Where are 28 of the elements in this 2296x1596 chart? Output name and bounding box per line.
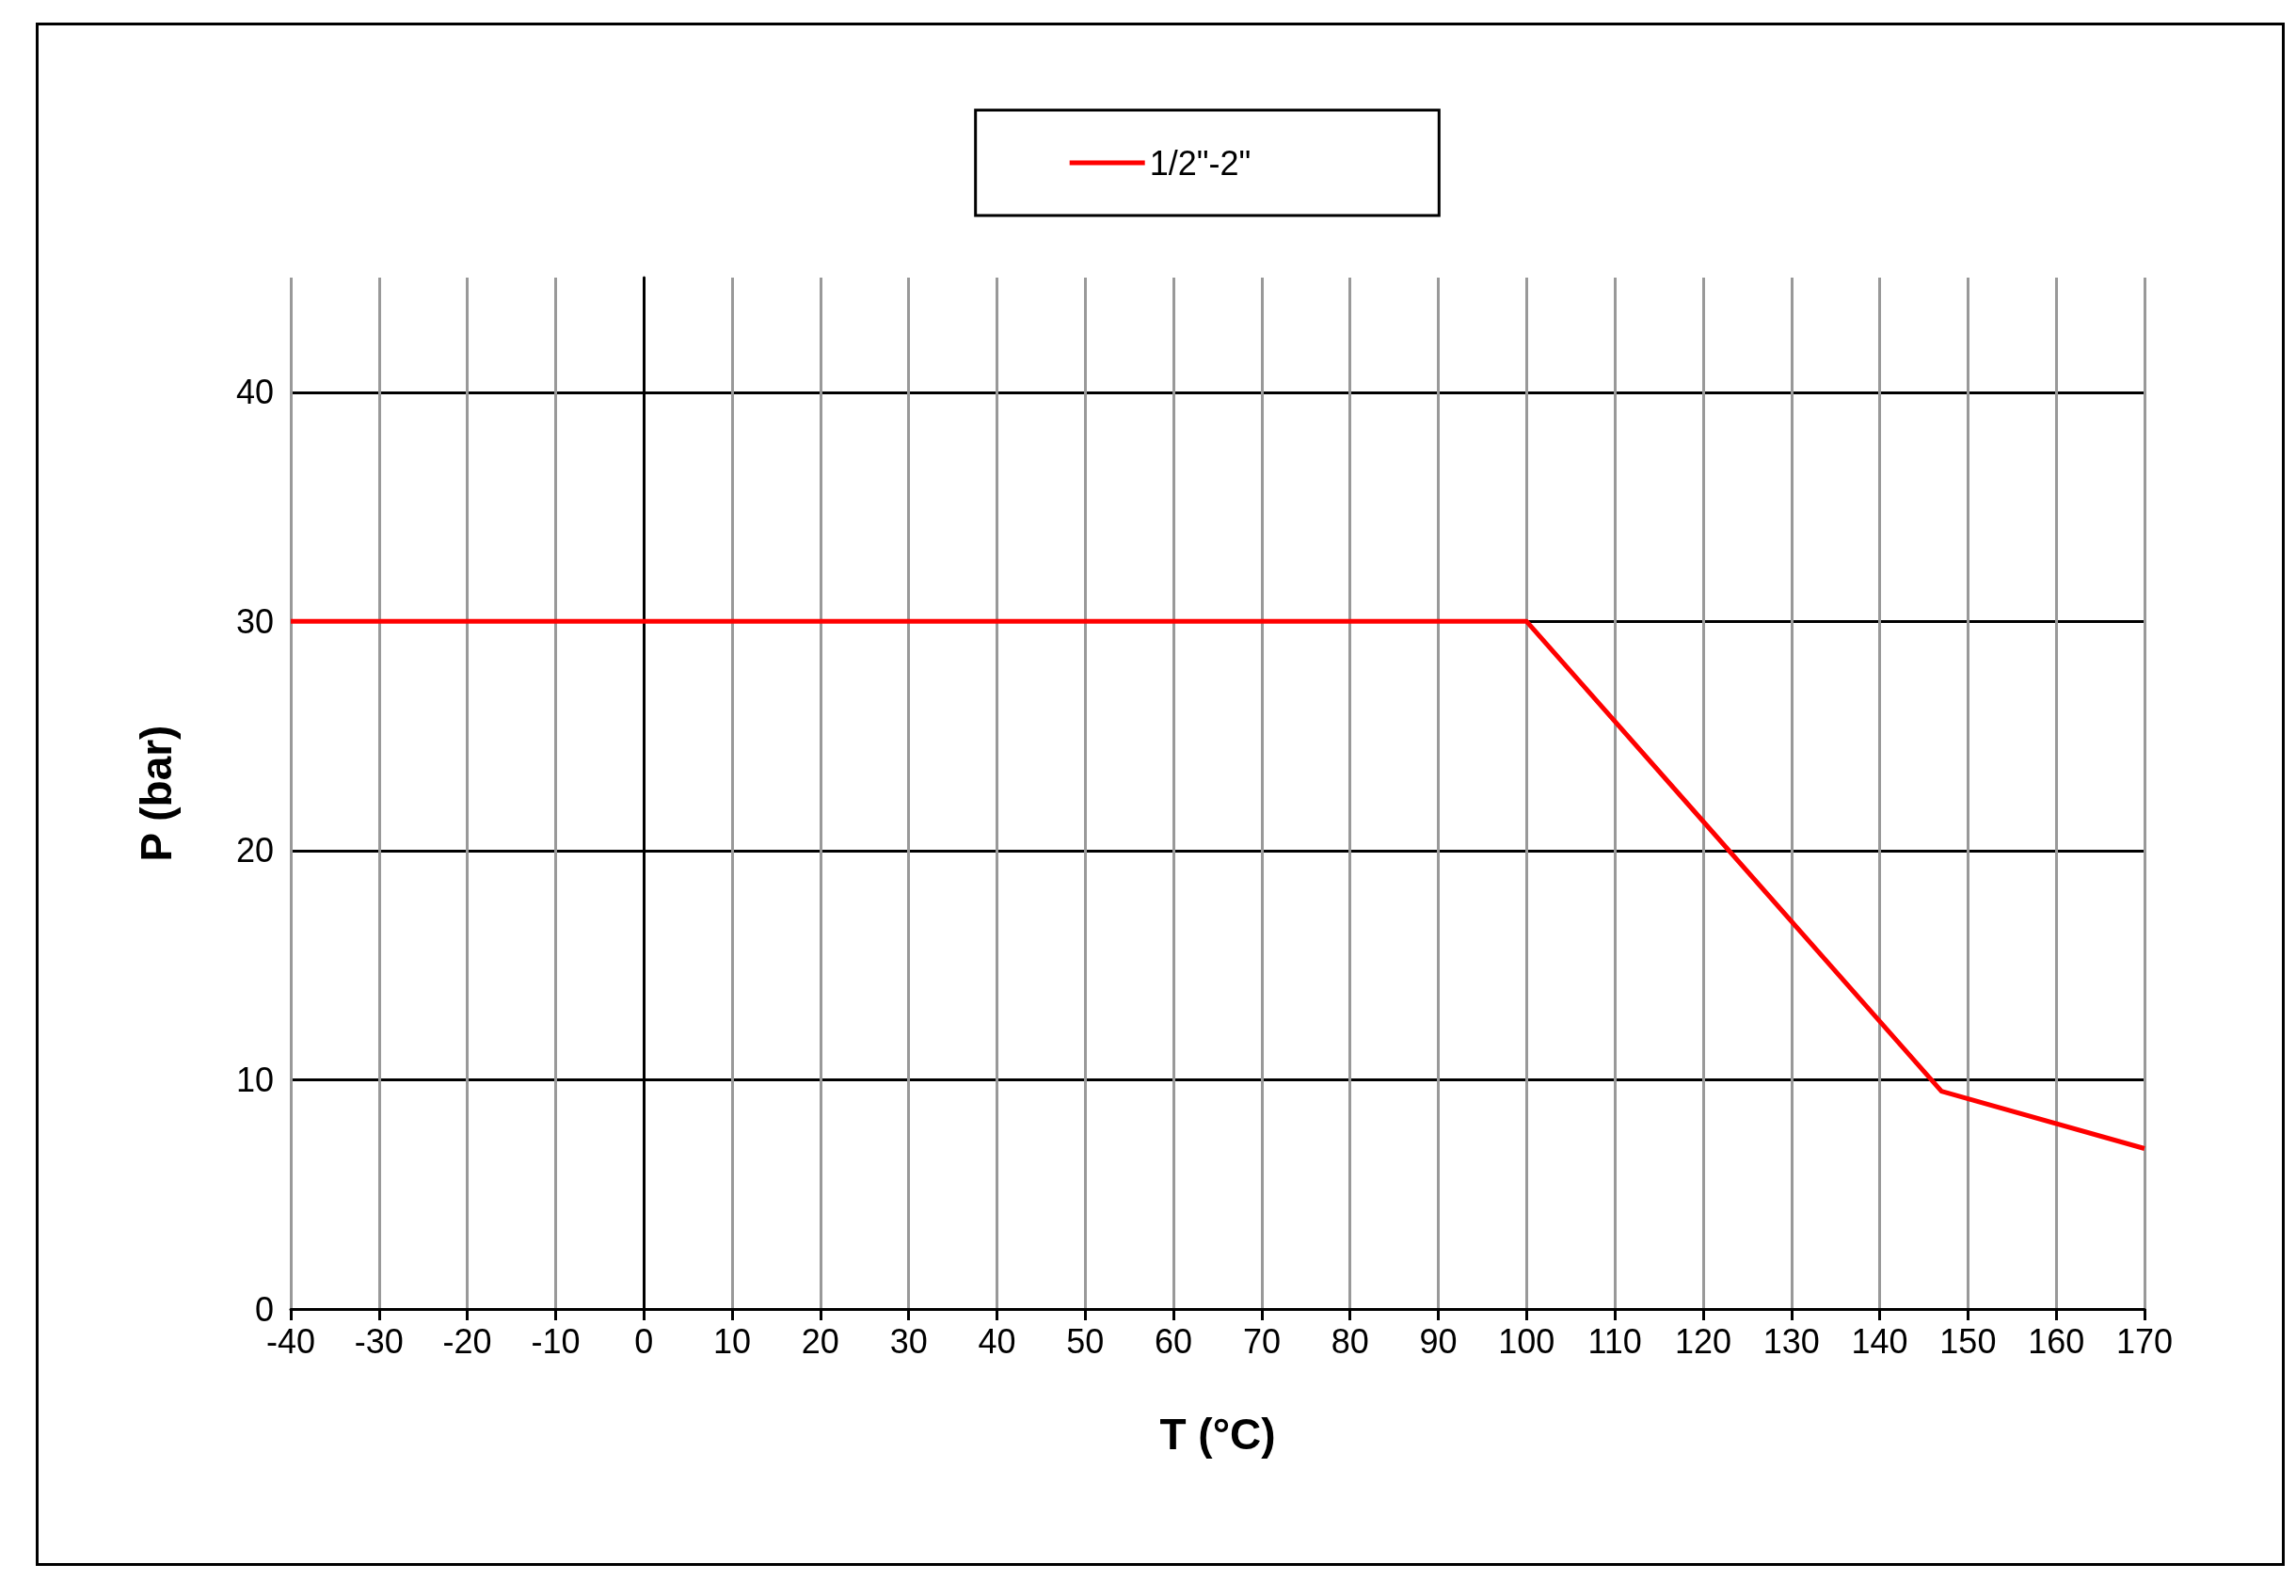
x-tick-label: 140 <box>1851 1321 1908 1361</box>
x-tick-label: 110 <box>1587 1321 1642 1361</box>
y-tick-label: 30 <box>235 601 274 641</box>
y-tick-label: 10 <box>235 1060 274 1099</box>
x-tick-label: 150 <box>1939 1321 1997 1361</box>
x-tick-label: 0 <box>634 1321 654 1361</box>
x-tick-label: 160 <box>2028 1321 2085 1361</box>
x-tick-label: -20 <box>442 1321 492 1361</box>
x-tick-label: 20 <box>801 1321 839 1361</box>
x-tick-label: 120 <box>1674 1321 1731 1361</box>
y-tick-label: 20 <box>235 831 274 870</box>
x-tick-label: 80 <box>1331 1321 1369 1361</box>
x-tick-label: 70 <box>1242 1321 1281 1361</box>
x-tick-label: 130 <box>1762 1321 1820 1361</box>
x-tick-label: 90 <box>1419 1321 1458 1361</box>
x-tick-label: 100 <box>1498 1321 1555 1361</box>
y-axis-title: P (bar) <box>132 725 181 862</box>
legend-label: 1/2"-2" <box>1149 143 1252 183</box>
x-tick-label: 40 <box>978 1321 1016 1361</box>
x-axis-title: T (°C) <box>1159 1410 1276 1459</box>
y-tick-label: 40 <box>235 373 274 412</box>
x-tick-label: 170 <box>2115 1321 2174 1361</box>
x-tick-label: -30 <box>354 1321 404 1361</box>
x-tick-label: -10 <box>531 1321 581 1361</box>
x-tick-label: 60 <box>1155 1321 1193 1361</box>
x-tick-label: 50 <box>1066 1321 1105 1361</box>
x-tick-label: 10 <box>713 1321 752 1361</box>
x-tick-label: 30 <box>889 1321 928 1361</box>
